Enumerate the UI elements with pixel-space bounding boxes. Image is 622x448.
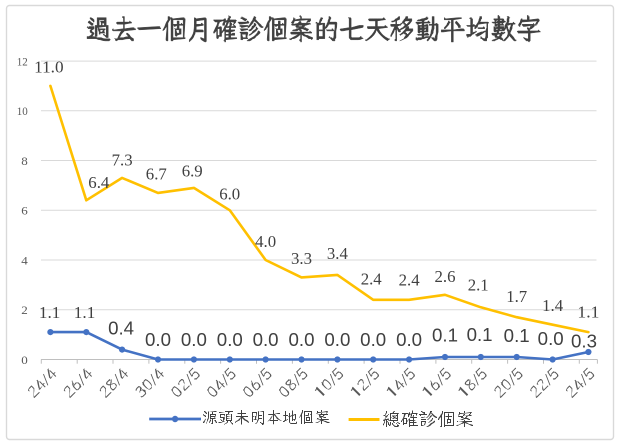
svg-text:4: 4 [21, 253, 28, 267]
svg-text:2.4: 2.4 [361, 269, 382, 288]
svg-text:0.3: 0.3 [571, 332, 597, 352]
svg-text:4.0: 4.0 [255, 232, 276, 251]
svg-text:10: 10 [17, 104, 28, 118]
svg-text:1.1: 1.1 [39, 303, 61, 322]
svg-text:0.0: 0.0 [324, 330, 350, 350]
svg-text:6.9: 6.9 [182, 161, 203, 180]
svg-text:1.4: 1.4 [542, 296, 563, 315]
svg-text:0: 0 [21, 353, 28, 367]
svg-text:0.0: 0.0 [145, 330, 171, 350]
svg-text:6: 6 [21, 204, 28, 218]
svg-text:0.1: 0.1 [432, 326, 458, 346]
svg-text:0.0: 0.0 [253, 330, 279, 350]
svg-text:11.0: 11.0 [34, 58, 64, 77]
svg-text:3.4: 3.4 [327, 244, 348, 263]
svg-text:0.4: 0.4 [108, 319, 134, 339]
svg-text:2.4: 2.4 [399, 271, 420, 290]
svg-text:1.7: 1.7 [506, 287, 527, 306]
svg-text:0.0: 0.0 [360, 330, 386, 350]
svg-text:0.1: 0.1 [504, 326, 530, 346]
svg-text:0.0: 0.0 [538, 329, 564, 349]
svg-text:6.0: 6.0 [219, 184, 240, 203]
svg-text:3.3: 3.3 [291, 249, 312, 268]
svg-text:2: 2 [21, 303, 28, 317]
svg-text:0.0: 0.0 [217, 330, 243, 350]
svg-text:2.6: 2.6 [435, 267, 456, 286]
svg-text:0.0: 0.0 [181, 330, 207, 350]
svg-text:7.3: 7.3 [112, 151, 133, 170]
svg-text:2.1: 2.1 [468, 275, 489, 294]
svg-text:6.7: 6.7 [146, 165, 167, 184]
svg-text:12: 12 [17, 54, 28, 68]
svg-text:8: 8 [21, 154, 28, 168]
svg-text:1.1: 1.1 [577, 303, 599, 322]
svg-text:0.1: 0.1 [467, 325, 493, 345]
svg-text:0.0: 0.0 [289, 330, 315, 350]
svg-text:6.4: 6.4 [88, 173, 109, 192]
svg-text:0.0: 0.0 [396, 330, 422, 350]
svg-text:1.1: 1.1 [74, 303, 96, 322]
